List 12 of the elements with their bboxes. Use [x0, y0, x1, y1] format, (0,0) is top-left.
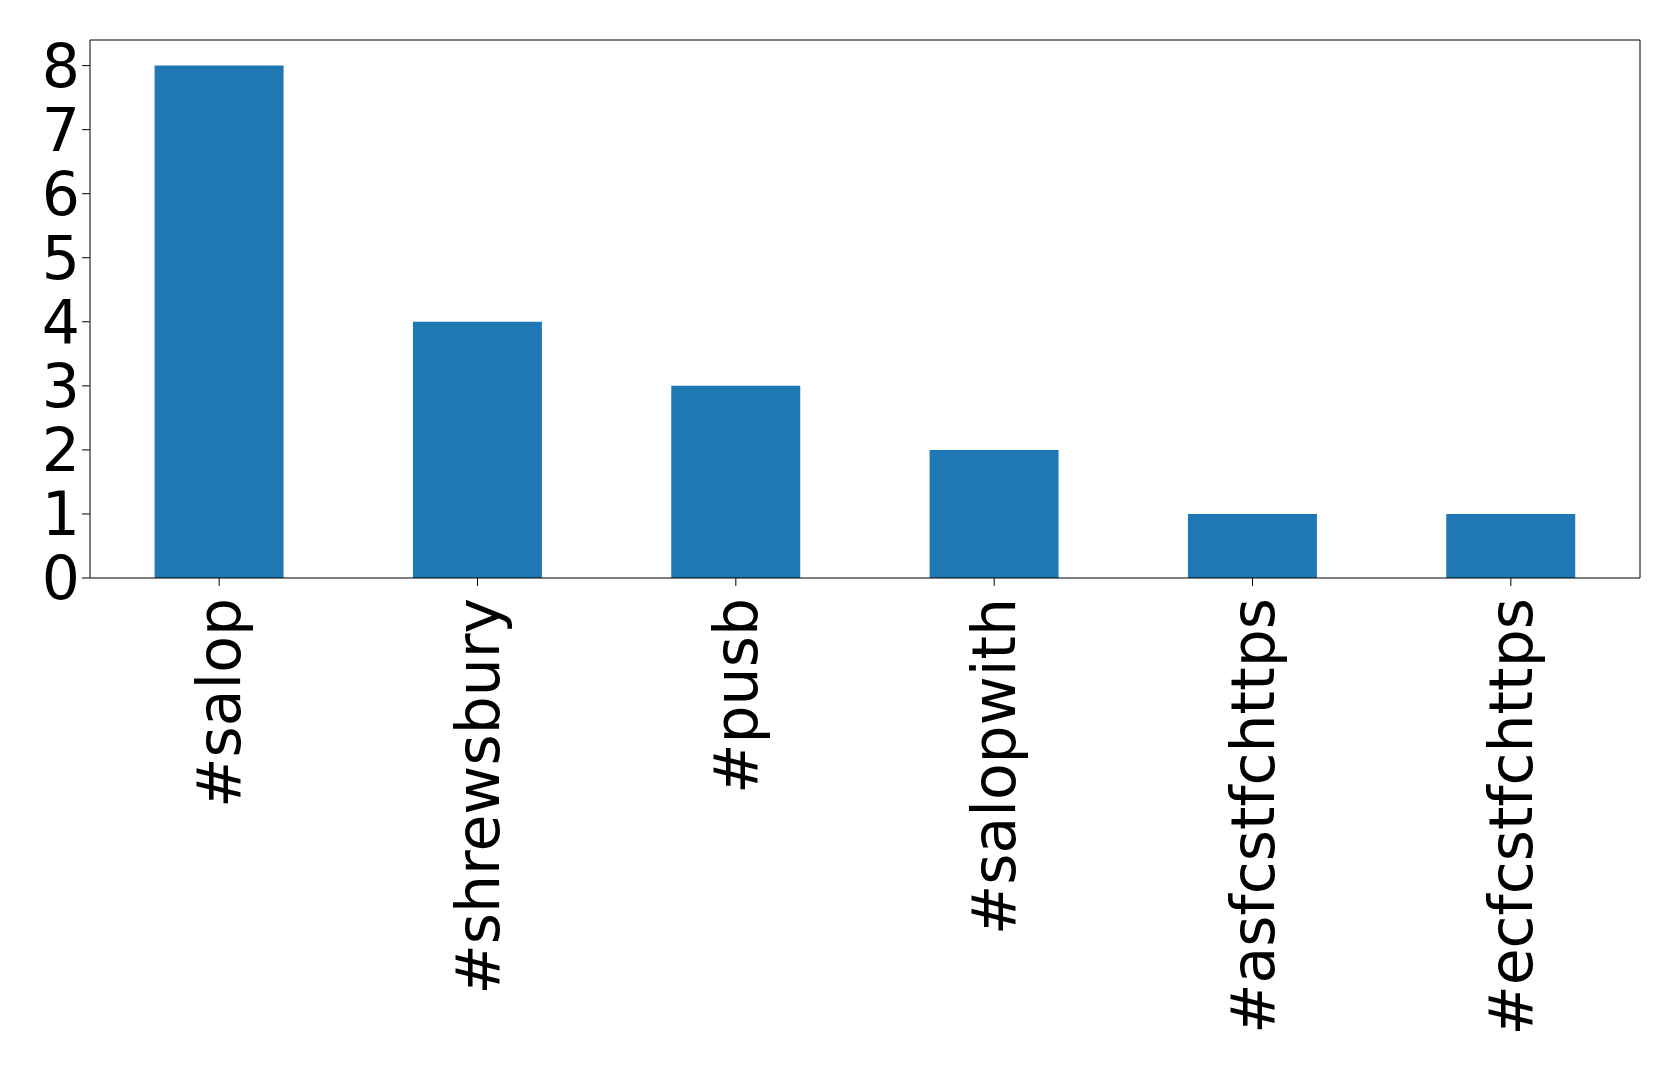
bar: [154, 65, 284, 578]
x-tick-label: #salopwith: [959, 598, 1030, 936]
bar: [671, 385, 801, 578]
bar: [929, 449, 1059, 578]
x-tick-label: #pusb: [700, 598, 771, 794]
bar: [1446, 513, 1576, 578]
x-tick-label: #asfcstfchttps: [1217, 598, 1288, 1034]
x-tick-label: #salop: [184, 598, 255, 808]
x-tick-label: #shrewsbury: [442, 598, 513, 995]
bar: [412, 321, 542, 578]
bar: [1187, 513, 1317, 578]
x-tick-label: #ecfcstfchttps: [1475, 598, 1546, 1036]
